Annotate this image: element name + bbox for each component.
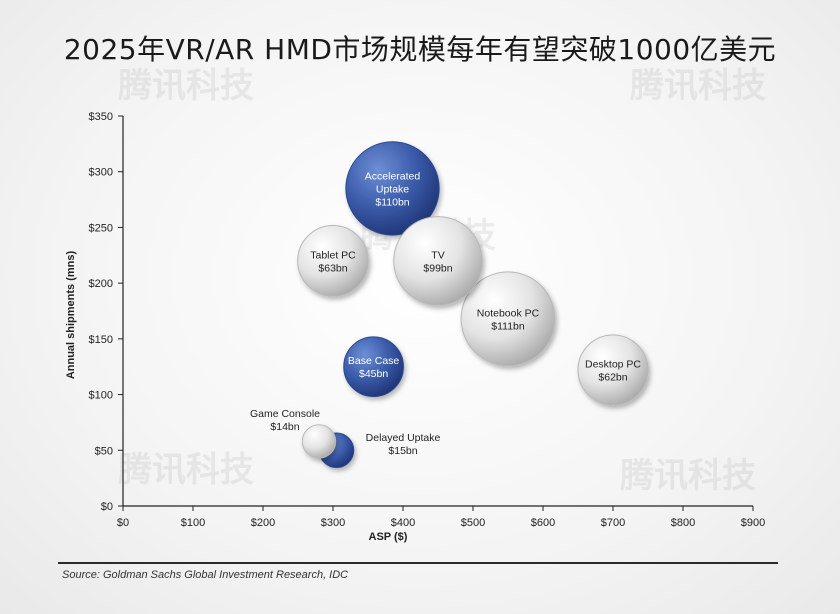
bubble-label-game-console: Game Console $14bn (250, 408, 320, 433)
y-tick-label: $100 (89, 390, 113, 402)
x-tick-label: $400 (391, 517, 415, 529)
y-axis-title: Annual shipments (mns) (65, 250, 77, 379)
x-tick-label: $700 (601, 517, 625, 529)
bubble-desktop-pc (577, 334, 649, 406)
y-tick-label: $300 (89, 167, 113, 179)
x-tick-label: $500 (461, 517, 485, 529)
bubble-notebook-pc (460, 271, 556, 367)
x-tick-label: $900 (741, 517, 765, 529)
y-tick-label: $150 (89, 334, 113, 346)
x-tick-label: $100 (181, 517, 205, 529)
y-tick-label: $200 (89, 278, 113, 290)
bubble-base-case (343, 336, 404, 398)
bubble-label-accelerated-uptake: Accelerated Uptake $110bn (365, 170, 421, 208)
bubble-label-delayed-uptake: Delayed Uptake $15bn (366, 432, 441, 457)
chart-title: 2025年VR/AR HMD市场规模每年有望突破1000亿美元 (63, 33, 777, 66)
bubble-chart: $0 $100 $200 $300 $400 $500 $600 $700 $800 $900 $0… (65, 111, 765, 543)
bubble-label-base-case: Base Case $45bn (348, 355, 400, 380)
x-tick-label: $200 (251, 517, 275, 529)
y-tick-label: $50 (95, 445, 113, 457)
x-tick-label: $800 (671, 517, 695, 529)
x-axis-title: ASP ($) (369, 531, 408, 543)
y-tick-label: $250 (89, 222, 113, 234)
bubble-tv (393, 216, 483, 306)
x-tick-label: $0 (117, 517, 129, 529)
bubble-label-tv: TV $99bn (423, 249, 452, 274)
y-tick-label: $350 (89, 111, 113, 123)
x-tick-label: $300 (321, 517, 345, 529)
y-tick-label: $0 (101, 501, 113, 513)
bubble-label-notebook-pc: Notebook PC $111bn (477, 307, 540, 332)
bubble-label-desktop-pc: Desktop PC $62bn (585, 359, 641, 384)
x-tick-label: $600 (531, 517, 555, 529)
bubble-game-console (301, 424, 337, 459)
bubble-tablet-pc (297, 225, 369, 297)
bubble-accelerated-uptake (345, 141, 440, 236)
source-note: Source: Goldman Sachs Global Investment … (62, 569, 349, 581)
footer-rule (58, 562, 778, 564)
bubble-label-tablet-pc: Tablet PC $63bn (310, 249, 356, 274)
